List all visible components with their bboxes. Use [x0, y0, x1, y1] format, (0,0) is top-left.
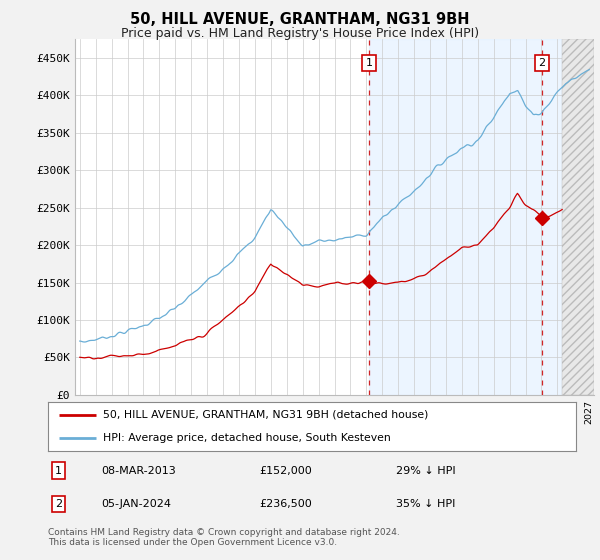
- Text: 50, HILL AVENUE, GRANTHAM, NG31 9BH: 50, HILL AVENUE, GRANTHAM, NG31 9BH: [130, 12, 470, 27]
- Bar: [562, 39, 594, 395]
- Text: HPI: Average price, detached house, South Kesteven: HPI: Average price, detached house, Sout…: [103, 433, 391, 444]
- Text: Price paid vs. HM Land Registry's House Price Index (HPI): Price paid vs. HM Land Registry's House …: [121, 27, 479, 40]
- Text: £236,500: £236,500: [259, 498, 312, 508]
- Text: 1: 1: [366, 58, 373, 68]
- Text: 2: 2: [538, 58, 545, 68]
- Text: 29% ↓ HPI: 29% ↓ HPI: [397, 465, 456, 475]
- Text: Contains HM Land Registry data © Crown copyright and database right 2024.
This d: Contains HM Land Registry data © Crown c…: [48, 528, 400, 547]
- Text: 50, HILL AVENUE, GRANTHAM, NG31 9BH (detached house): 50, HILL AVENUE, GRANTHAM, NG31 9BH (det…: [103, 410, 429, 420]
- Text: 2: 2: [55, 498, 62, 508]
- Text: 35% ↓ HPI: 35% ↓ HPI: [397, 498, 456, 508]
- Bar: [369, 39, 594, 395]
- Text: 05-JAN-2024: 05-JAN-2024: [101, 498, 171, 508]
- Text: 08-MAR-2013: 08-MAR-2013: [101, 465, 176, 475]
- Text: £152,000: £152,000: [259, 465, 312, 475]
- Text: 1: 1: [55, 465, 62, 475]
